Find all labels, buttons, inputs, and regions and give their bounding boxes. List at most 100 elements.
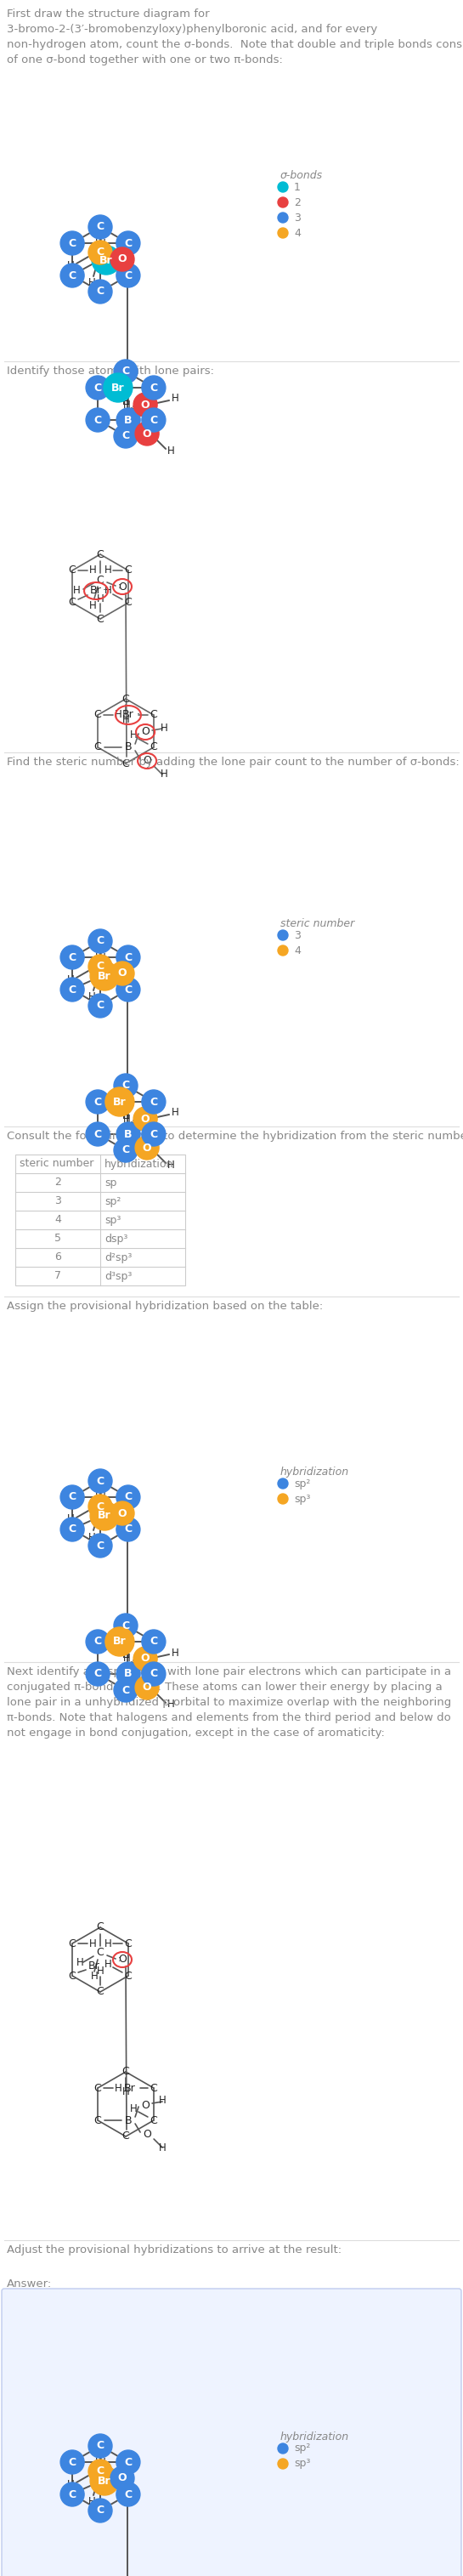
Circle shape [114,1139,138,1162]
Text: C: C [69,237,76,250]
Circle shape [278,183,288,193]
Text: H: H [88,2496,95,2506]
Text: H: H [123,399,130,410]
Text: O: O [118,255,127,265]
Text: C: C [125,598,132,608]
Text: H: H [97,969,105,979]
Text: H: H [123,1113,130,1123]
Text: H: H [171,1646,179,1659]
Text: O: O [141,399,150,410]
Circle shape [116,232,140,255]
Text: H: H [114,2081,122,2094]
Text: C: C [69,1525,76,1535]
Text: C: C [150,1669,157,1680]
Circle shape [116,2450,140,2473]
Text: 4: 4 [55,1213,61,1226]
Circle shape [133,1646,157,1672]
Circle shape [111,961,134,987]
Circle shape [88,281,112,304]
Circle shape [278,930,288,940]
Circle shape [60,979,84,1002]
Text: 5: 5 [54,1234,61,1244]
Text: steric number: steric number [19,1159,94,1170]
Text: H: H [95,2458,102,2468]
Text: C: C [96,613,104,623]
Text: C: C [94,2115,101,2125]
Text: H: H [160,721,168,734]
Text: O: O [141,1654,150,1664]
Text: C: C [94,1636,102,1646]
Text: H: H [67,974,74,984]
Text: C: C [69,951,76,963]
Circle shape [88,214,112,240]
Text: sp: sp [105,1177,117,1188]
Text: 2: 2 [55,1177,61,1188]
Text: C: C [94,1097,102,1108]
Text: C: C [96,574,104,585]
Circle shape [278,945,288,956]
Text: C: C [69,2458,76,2468]
Text: 4: 4 [294,945,300,956]
Circle shape [116,2483,140,2506]
Circle shape [117,407,140,433]
Text: H: H [95,237,102,250]
Text: 3: 3 [55,1195,61,1206]
Circle shape [116,1486,140,1510]
Text: C: C [150,1128,157,1139]
Circle shape [111,1502,134,1525]
Text: H: H [122,714,130,724]
Circle shape [142,1631,166,1654]
Text: Br: Br [98,971,111,981]
Text: C: C [94,1128,102,1139]
Text: C: C [150,2115,157,2125]
Circle shape [88,956,112,979]
Text: H: H [96,258,104,268]
Text: C: C [94,1669,102,1680]
Text: Answer:: Answer: [7,2277,52,2290]
Text: ·: · [137,708,140,721]
Text: 1: 1 [294,180,300,193]
Text: B: B [125,1669,132,1680]
Text: sp²: sp² [294,2442,310,2455]
Circle shape [278,227,288,237]
Text: C: C [150,1097,157,1108]
Text: 3: 3 [294,930,300,940]
Text: O: O [141,2099,150,2110]
Text: C: C [150,742,157,752]
Circle shape [92,245,121,276]
Circle shape [86,1090,110,1113]
Text: O: O [118,1507,127,1520]
Text: C: C [94,708,101,721]
Text: C: C [125,2488,132,2499]
Circle shape [86,1662,110,1685]
Circle shape [116,945,140,969]
Text: H: H [124,1097,131,1108]
Text: C: C [96,1476,104,1486]
Text: B: B [125,742,132,752]
Circle shape [278,2458,288,2468]
Circle shape [60,2483,84,2506]
Circle shape [90,1502,119,1530]
Circle shape [114,1074,138,1097]
Text: H: H [67,260,74,270]
Text: H: H [88,1533,95,1543]
Text: σ-bonds: σ-bonds [281,170,323,180]
Text: H: H [76,1958,84,1968]
Text: O: O [143,755,151,768]
Text: C: C [94,742,101,752]
Text: H: H [88,992,95,1002]
Text: C: C [69,984,76,994]
Text: O: O [141,726,150,737]
Text: C: C [96,999,104,1012]
Circle shape [278,2445,288,2452]
Text: Br: Br [88,1960,100,1971]
Circle shape [86,1631,110,1654]
Text: hybridization: hybridization [281,2432,349,2442]
Text: C: C [125,237,132,250]
Circle shape [88,240,112,265]
Text: C: C [122,366,130,376]
Circle shape [111,2465,134,2491]
Text: H: H [91,1971,98,1981]
Text: H: H [73,585,80,598]
Text: H: H [98,1492,106,1502]
